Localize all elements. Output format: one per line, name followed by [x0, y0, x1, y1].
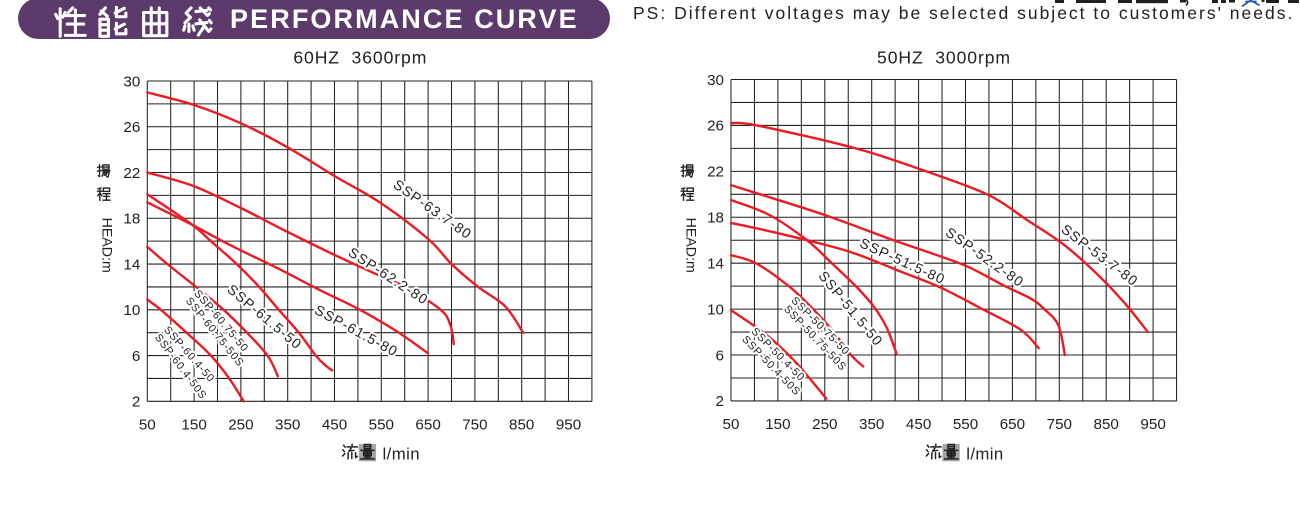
svg-text:22: 22	[123, 165, 140, 182]
svg-text:6: 6	[132, 348, 140, 365]
svg-text:26: 26	[123, 119, 140, 136]
svg-text:350: 350	[275, 417, 300, 434]
svg-text:2: 2	[716, 393, 724, 410]
svg-text:150: 150	[765, 416, 790, 433]
svg-text:30: 30	[707, 72, 724, 89]
svg-text:50: 50	[723, 416, 740, 433]
svg-text:650: 650	[415, 417, 440, 434]
svg-text:250: 250	[228, 417, 253, 434]
svg-text:250: 250	[812, 416, 837, 433]
svg-text:26: 26	[707, 118, 724, 135]
svg-text:50HZ 3000rpm: 50HZ 3000rpm	[877, 48, 1011, 68]
svg-text:18: 18	[707, 210, 724, 227]
svg-text:6: 6	[716, 347, 724, 364]
svg-text:50: 50	[139, 417, 156, 434]
svg-text:750: 750	[462, 417, 487, 434]
svg-text:14: 14	[123, 256, 140, 273]
svg-text:22: 22	[707, 164, 724, 181]
svg-text:950: 950	[1140, 416, 1165, 433]
svg-text:SSP-52.2-80: SSP-52.2-80	[943, 224, 1028, 290]
svg-text:850: 850	[1094, 416, 1119, 433]
svg-text:l/min: l/min	[966, 444, 1003, 463]
svg-text:18: 18	[123, 211, 140, 228]
svg-text:30: 30	[123, 73, 140, 90]
svg-text:SSP-53.7-80: SSP-53.7-80	[1058, 221, 1141, 290]
svg-text:550: 550	[369, 417, 394, 434]
svg-text:60HZ 3600rpm: 60HZ 3600rpm	[293, 48, 427, 68]
svg-text:HEAD:m: HEAD:m	[99, 218, 115, 273]
svg-text:950: 950	[556, 417, 581, 434]
svg-text:SSP-62.2-80: SSP-62.2-80	[346, 244, 432, 308]
svg-text:650: 650	[1000, 416, 1025, 433]
svg-text:750: 750	[1047, 416, 1072, 433]
svg-text:450: 450	[906, 416, 931, 433]
svg-text:l/min: l/min	[383, 444, 420, 463]
svg-text:2: 2	[132, 394, 140, 411]
svg-text:150: 150	[181, 417, 206, 434]
svg-text:10: 10	[123, 302, 140, 319]
svg-text:850: 850	[509, 417, 534, 434]
svg-text:HEAD:m: HEAD:m	[682, 218, 698, 273]
svg-text:450: 450	[322, 417, 347, 434]
svg-text:10: 10	[707, 301, 724, 318]
svg-text:550: 550	[953, 416, 978, 433]
svg-text:14: 14	[707, 256, 724, 273]
svg-text:350: 350	[859, 416, 884, 433]
svg-text:SSP-63.7-80: SSP-63.7-80	[391, 176, 476, 242]
